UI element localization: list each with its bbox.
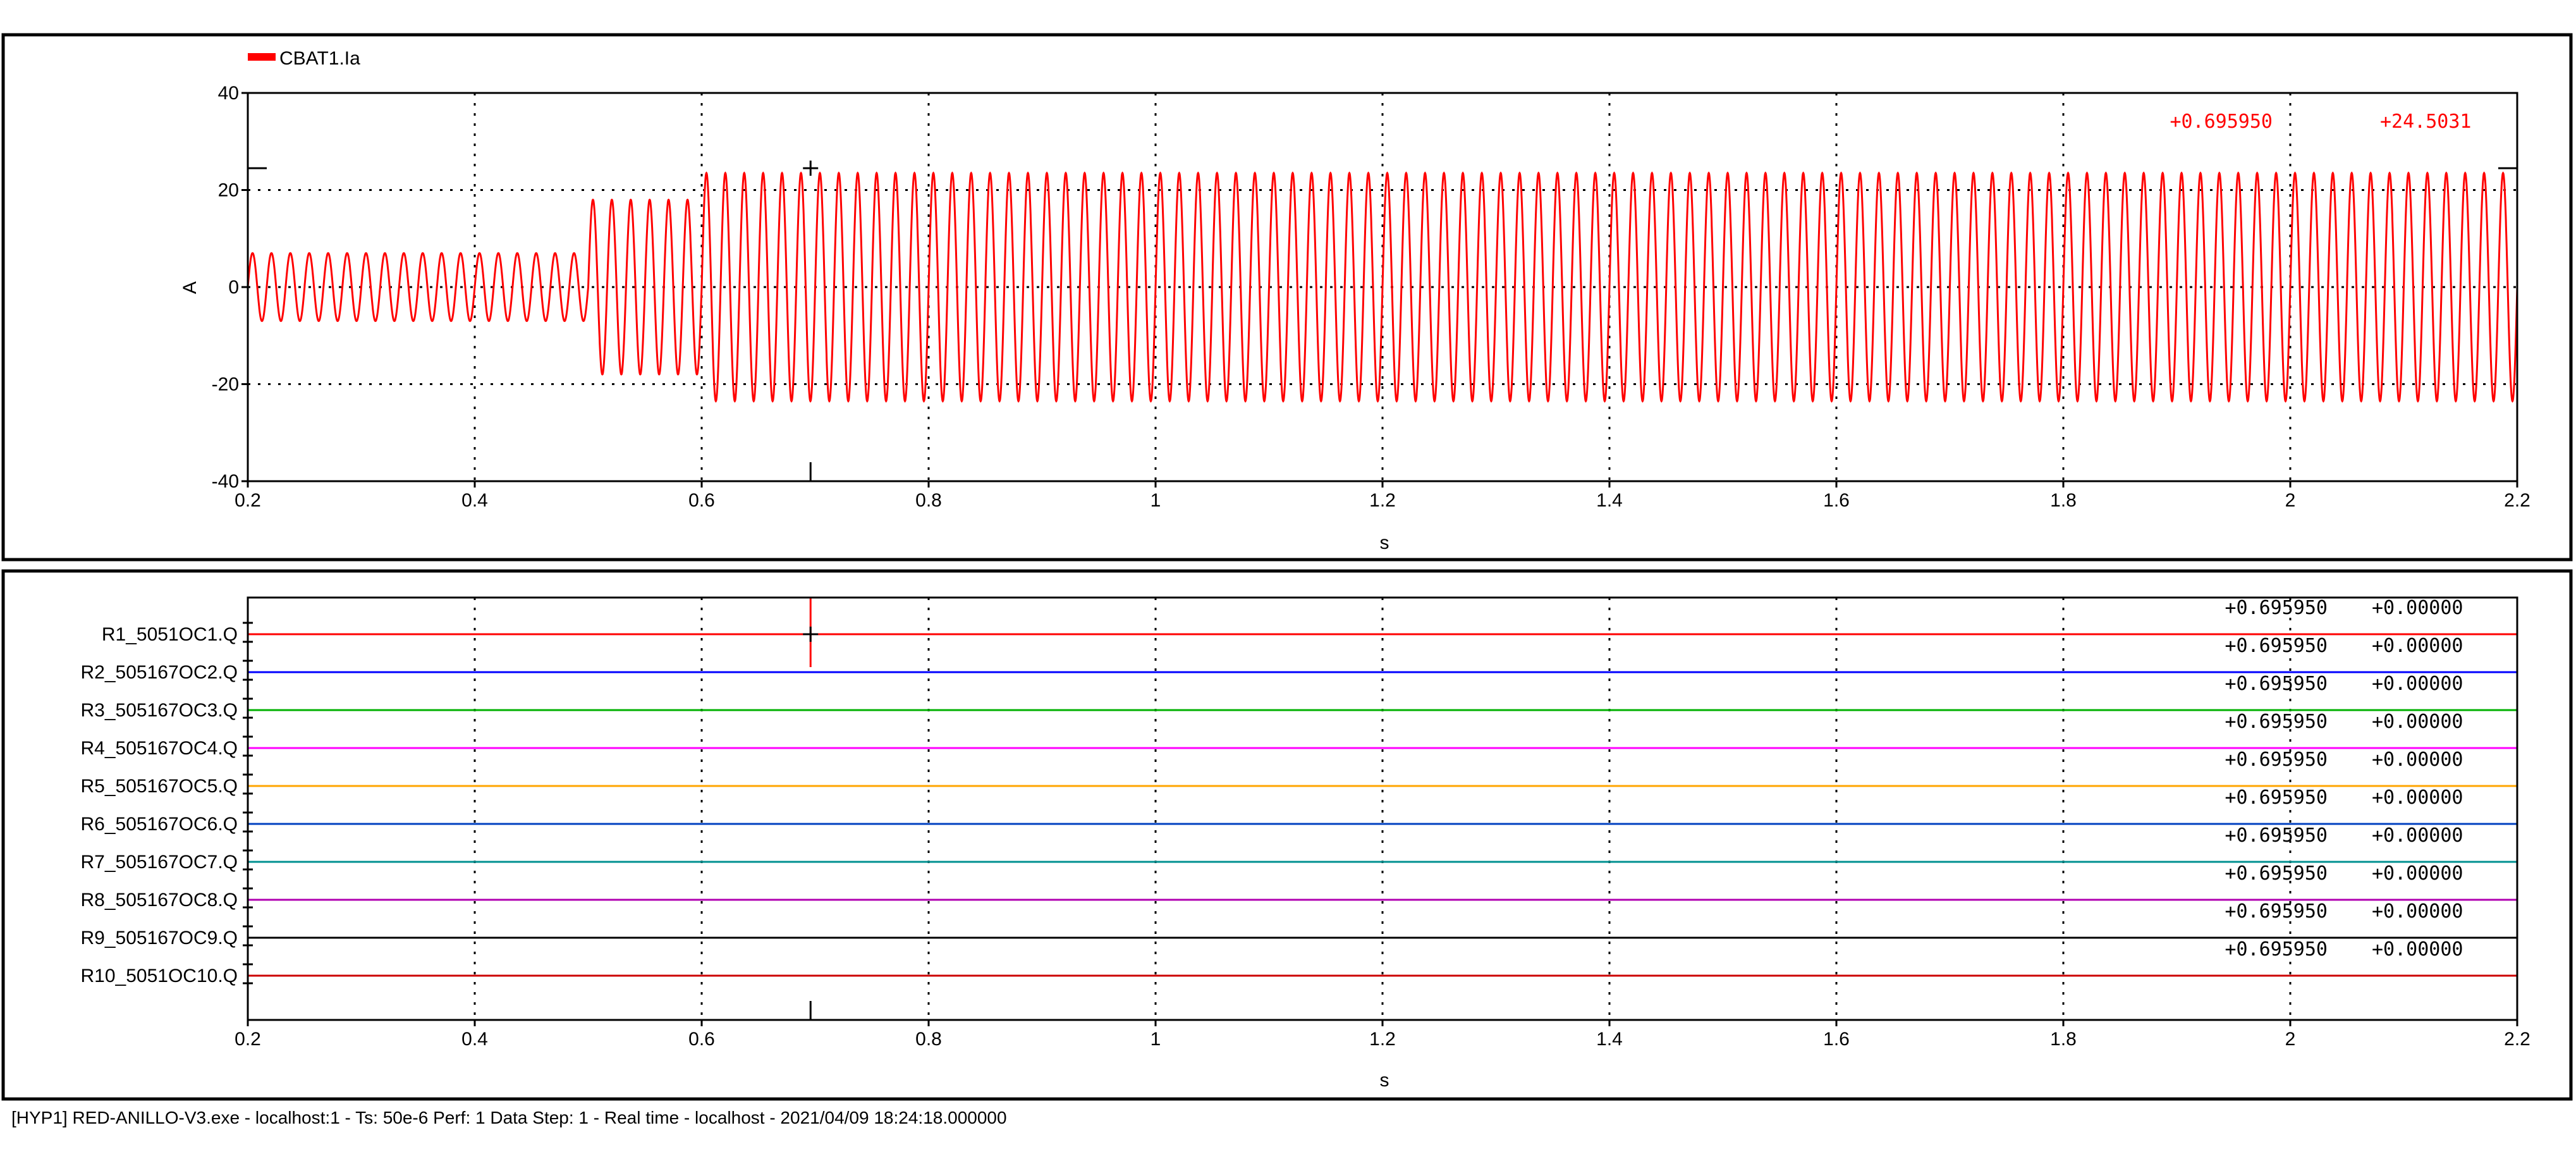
digital-series-label: R2_505167OC2.Q bbox=[81, 662, 238, 683]
digital-cursor-y-readout: +0.00000 bbox=[2372, 825, 2463, 847]
digital-series-label: R7_505167OC7.Q bbox=[81, 852, 238, 873]
digital-cursor-y-readout: +0.00000 bbox=[2372, 749, 2463, 771]
y-tick-label: 40 bbox=[218, 83, 239, 104]
x-tick-label: 2 bbox=[2285, 490, 2296, 511]
cursor[interactable] bbox=[248, 160, 2517, 481]
digital-cursor-y-readout: +0.00000 bbox=[2372, 900, 2463, 923]
digital-x-tick-label: 0.8 bbox=[915, 1029, 942, 1050]
digital-plot-area[interactable] bbox=[247, 596, 2518, 1021]
digital-cursor-y-readout: +0.00000 bbox=[2372, 635, 2463, 657]
digital-series-label: R4_505167OC4.Q bbox=[81, 738, 238, 759]
digital-x-tick-label: 1.2 bbox=[1369, 1029, 1396, 1050]
digital-x-tick-label: 0.6 bbox=[688, 1029, 715, 1050]
x-tick-label: 1.4 bbox=[1596, 490, 1623, 511]
legend-label: CBAT1.Ia bbox=[279, 48, 360, 69]
digital-cursor-x-readout: +0.695950 bbox=[2225, 673, 2328, 695]
digital-x-tick-label: 1.8 bbox=[2050, 1029, 2077, 1050]
x-tick-label: 0.4 bbox=[461, 490, 488, 511]
digital-series-label: R8_505167OC8.Q bbox=[81, 890, 238, 911]
x-tick-label: 1.2 bbox=[1369, 490, 1396, 511]
digital-series: R1_5051OC1.Q +0.695950 +0.00000 R2_505167OC… bbox=[81, 597, 2517, 986]
x-tick-label: 2.2 bbox=[2504, 490, 2530, 511]
digital-cursor-x-readout: +0.695950 bbox=[2225, 862, 2328, 885]
digital-panel-frame bbox=[1, 569, 2573, 1101]
digital-x-tick-label: 0.4 bbox=[461, 1029, 488, 1050]
legend-swatch bbox=[248, 53, 276, 61]
digital-x-tick-label: 1.4 bbox=[1596, 1029, 1623, 1050]
digital-panel: 0.2 0.4 0.6 0.8 1 1.2 1.4 1.6 1.8 2 2.2 R1_5051OC1… bbox=[1, 569, 2573, 1101]
status-bar: [HYP1] RED-ANILLO-V3.exe - localhost:1 -… bbox=[11, 1108, 1007, 1127]
y-axis-label: A bbox=[180, 281, 200, 294]
x-axis-label: s bbox=[1380, 532, 1389, 553]
cursor-y-readout: +24.5031 bbox=[2380, 111, 2472, 133]
digital-x-tick-label: 2.2 bbox=[2504, 1029, 2530, 1050]
digital-series-label: R3_505167OC3.Q bbox=[81, 700, 238, 721]
digital-series-label: R10_5051OC10.Q bbox=[81, 966, 238, 986]
x-tick-label: 1.6 bbox=[1823, 490, 1850, 511]
digital-x-axis-label: s bbox=[1380, 1070, 1389, 1091]
digital-series-label: R1_5051OC1.Q bbox=[102, 624, 238, 645]
y-tick-label: 0 bbox=[228, 277, 239, 298]
digital-series-label: R5_505167OC5.Q bbox=[81, 776, 238, 797]
digital-cursor-y-readout: +0.00000 bbox=[2372, 673, 2463, 695]
digital-cursor-y-readout: +0.00000 bbox=[2372, 787, 2463, 809]
digital-x-tick-label: 2 bbox=[2285, 1029, 2296, 1050]
y-tick-label: 20 bbox=[218, 180, 239, 201]
current-panel: CBAT1.Ia 0.2 0.4 0.6 0.8 1 1.2 1.4 1.6 1.8 2 2.2 40… bbox=[1, 33, 2573, 562]
digital-x-tick-label: 0.2 bbox=[235, 1029, 261, 1050]
x-tick-label: 0.8 bbox=[915, 490, 942, 511]
current-plot-area[interactable] bbox=[247, 92, 2518, 482]
digital-x-tick-label: 1 bbox=[1151, 1029, 1161, 1050]
x-tick-label: 1.8 bbox=[2050, 490, 2077, 511]
cursor-x-readout: +0.695950 bbox=[2170, 111, 2273, 133]
digital-plot-ticks: 0.2 0.4 0.6 0.8 1 1.2 1.4 1.6 1.8 2 2.2 bbox=[235, 1020, 2530, 1050]
digital-cursor-y-readout: +0.00000 bbox=[2372, 597, 2463, 619]
digital-cursor-y-readout: +0.00000 bbox=[2372, 938, 2463, 960]
digital-cursor-x-readout: +0.695950 bbox=[2225, 597, 2328, 619]
current-plot-ticks: 0.2 0.4 0.6 0.8 1 1.2 1.4 1.6 1.8 2 2.2 40 20 0 -20 -40 bbox=[212, 83, 2530, 511]
digital-cursor-x-readout: +0.695950 bbox=[2225, 825, 2328, 847]
digital-series-label: R6_505167OC6.Q bbox=[81, 814, 238, 835]
x-tick-label: 1 bbox=[1151, 490, 1161, 511]
digital-x-tick-label: 1.6 bbox=[1823, 1029, 1850, 1050]
digital-cursor-y-readout: +0.00000 bbox=[2372, 862, 2463, 885]
legend[interactable]: CBAT1.Ia bbox=[248, 48, 360, 69]
y-tick-label: -40 bbox=[212, 471, 239, 492]
digital-cursor-x-readout: +0.695950 bbox=[2225, 900, 2328, 923]
digital-cursor-x-readout: +0.695950 bbox=[2225, 635, 2328, 657]
x-tick-label: 0.2 bbox=[235, 490, 261, 511]
digital-cursor-x-readout: +0.695950 bbox=[2225, 749, 2328, 771]
x-tick-label: 0.6 bbox=[688, 490, 715, 511]
digital-cursor-x-readout: +0.695950 bbox=[2225, 711, 2328, 733]
digital-cursor[interactable] bbox=[803, 598, 819, 1020]
digital-series-label: R9_505167OC9.Q bbox=[81, 928, 238, 948]
y-tick-label: -20 bbox=[212, 374, 239, 395]
digital-cursor-x-readout: +0.695950 bbox=[2225, 938, 2328, 960]
digital-cursor-y-readout: +0.00000 bbox=[2372, 711, 2463, 733]
series-line-cbat1-ia bbox=[248, 171, 2517, 403]
digital-cursor-x-readout: +0.695950 bbox=[2225, 787, 2328, 809]
